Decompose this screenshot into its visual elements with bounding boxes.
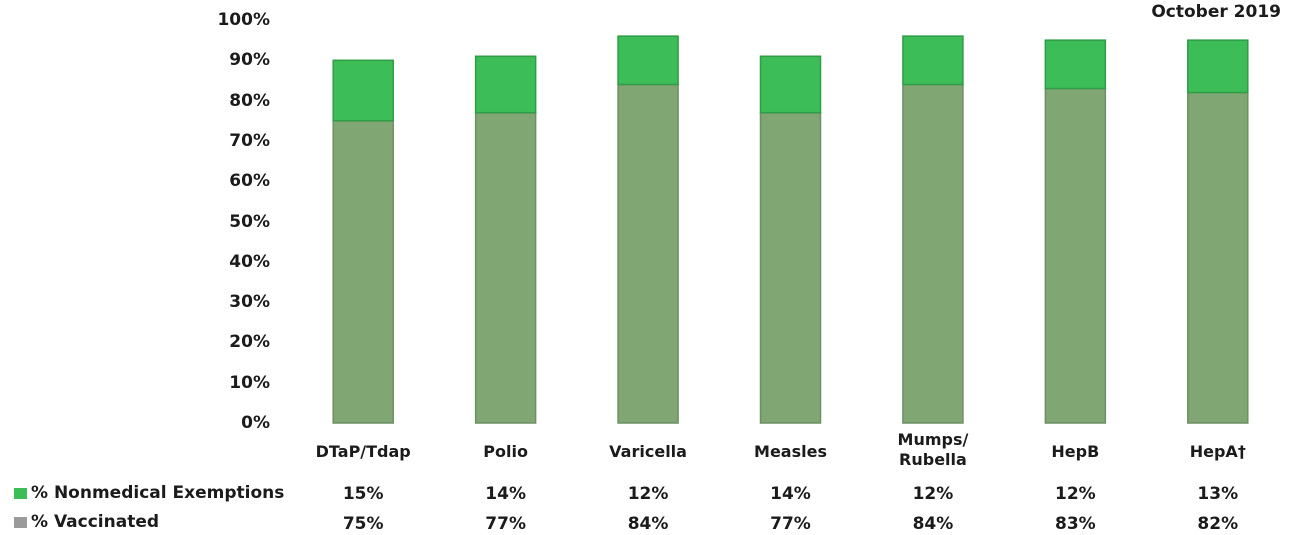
exemptions-value: 15% xyxy=(342,484,384,504)
bar-exemptions xyxy=(474,55,537,114)
exemptions-value: 12% xyxy=(1054,484,1096,504)
bar-vaccinated xyxy=(332,120,394,424)
y-tick-label: 80% xyxy=(229,90,270,111)
x-category-label-line: Mumps/ xyxy=(897,430,969,449)
y-tick-label: 60% xyxy=(229,171,270,192)
x-category-label: Measles xyxy=(721,442,861,462)
y-tick-label: 30% xyxy=(229,292,270,313)
y-tick-label: 20% xyxy=(229,332,270,353)
bar-exemptions xyxy=(902,35,964,86)
x-category-label-line: Rubella xyxy=(899,450,967,469)
legend-swatch-exemptions xyxy=(14,487,27,499)
vaccinated-value: 77% xyxy=(770,514,811,534)
exemptions-value: 12% xyxy=(912,484,954,504)
vaccinated-value: 84% xyxy=(627,514,669,534)
vaccinated-value: 77% xyxy=(485,514,526,534)
bar-vaccinated xyxy=(474,111,537,424)
x-category-label-line: Polio xyxy=(483,442,528,461)
x-category-label: Varicella xyxy=(578,442,718,462)
exemptions-value: 14% xyxy=(770,484,811,504)
bar-vaccinated xyxy=(1044,87,1107,424)
exemptions-value: 14% xyxy=(485,484,526,504)
y-tick-label: 90% xyxy=(229,50,270,71)
x-category-label: HepA† xyxy=(1148,442,1288,462)
x-category-label-line: DTaP/Tdap xyxy=(315,442,411,461)
legend-vaccinated: % Vaccinated xyxy=(14,512,159,532)
y-tick-label: 0% xyxy=(241,413,270,433)
bar-vaccinated xyxy=(759,111,822,424)
y-tick-label: 40% xyxy=(229,251,270,272)
vaccinated-value: 84% xyxy=(912,514,954,534)
exemptions-value: 13% xyxy=(1197,484,1239,504)
x-category-label: Mumps/Rubella xyxy=(863,430,1003,470)
y-tick-label: 10% xyxy=(229,372,270,393)
exemptions-value: 12% xyxy=(627,484,669,504)
y-tick-label: 50% xyxy=(229,211,270,232)
bar-vaccinated xyxy=(617,83,679,424)
y-tick-label: 70% xyxy=(229,130,270,151)
x-category-label: HepB xyxy=(1005,442,1145,462)
bar-vaccinated xyxy=(902,83,964,424)
bar-vaccinated xyxy=(1187,91,1249,424)
y-tick-label: 100% xyxy=(217,10,270,30)
vaccinated-value: 82% xyxy=(1197,514,1239,534)
x-category-label-line: Varicella xyxy=(609,442,687,461)
x-category-label: Polio xyxy=(436,442,576,462)
bar-exemptions xyxy=(1044,39,1107,90)
x-category-label-line: HepB xyxy=(1051,442,1100,461)
bar-exemptions xyxy=(332,59,394,122)
date-label: October 2019 xyxy=(1151,2,1281,22)
bar-exemptions xyxy=(1187,39,1249,94)
vaccinated-value: 75% xyxy=(342,514,384,534)
x-category-label-line: Measles xyxy=(754,442,827,461)
legend-swatch-vaccinated xyxy=(14,516,27,528)
x-category-label-line: HepA† xyxy=(1189,442,1246,461)
legend-exemptions: % Nonmedical Exemptions xyxy=(14,483,284,503)
bar-exemptions xyxy=(759,55,822,114)
bar-exemptions xyxy=(617,35,679,86)
vaccinated-value: 83% xyxy=(1054,514,1096,534)
legend-label-vaccinated: % Vaccinated xyxy=(31,512,160,532)
x-category-label: DTaP/Tdap xyxy=(293,442,433,462)
legend-label-exemptions: % Nonmedical Exemptions xyxy=(31,483,285,503)
